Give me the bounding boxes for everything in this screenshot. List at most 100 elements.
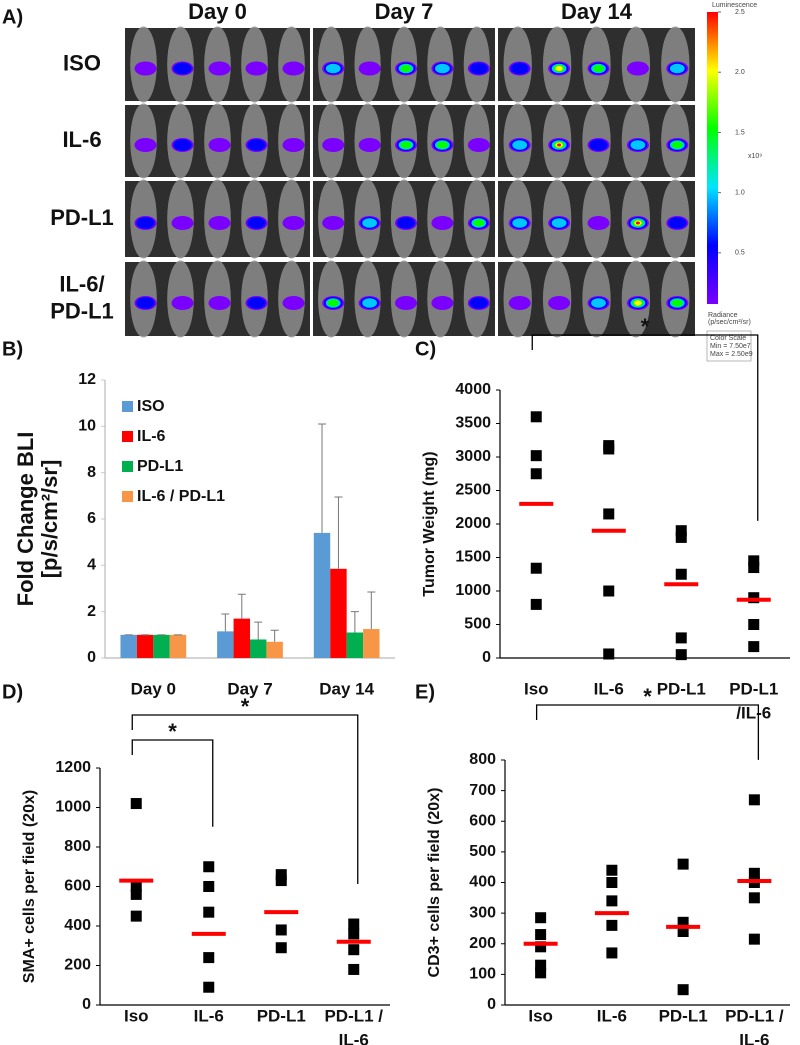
colorbar-tick-label: 1.0 <box>735 189 745 196</box>
signal <box>557 143 562 147</box>
signal <box>592 64 605 73</box>
panel-label: C) <box>415 338 436 360</box>
data-point <box>748 933 760 945</box>
significance-label: * <box>641 314 650 339</box>
y-tick-label: 8 <box>87 464 96 481</box>
bar <box>266 641 283 658</box>
data-point <box>530 598 542 610</box>
y-tick-label: 2500 <box>455 482 491 499</box>
signal <box>431 296 454 310</box>
data-point <box>675 632 687 644</box>
colorbar-tick-label: 1.5 <box>735 129 745 136</box>
x-tick-label: IL-6 <box>194 1006 224 1025</box>
data-point <box>203 906 215 918</box>
error-bar <box>318 423 327 533</box>
column-label: Day 7 <box>375 0 434 24</box>
data-point <box>606 877 618 888</box>
error-bar <box>367 591 376 630</box>
y-tick-label: 0 <box>482 649 491 666</box>
data-point <box>203 881 215 892</box>
scale-box-text: Max = 2.50e9 <box>710 351 753 358</box>
x-tick-label: PD-L1 <box>257 1006 306 1025</box>
signal <box>510 62 529 75</box>
bar <box>169 634 187 658</box>
signal <box>467 138 490 152</box>
bar <box>330 568 347 658</box>
data-point <box>748 592 760 604</box>
y-tick-label: 2000 <box>455 515 491 532</box>
data-point <box>203 861 215 873</box>
data-point <box>677 926 689 937</box>
significance-label: * <box>168 719 177 744</box>
signal <box>548 296 571 310</box>
signal <box>630 140 646 150</box>
y-tick-label: 400 <box>64 917 91 934</box>
significance-label: * <box>643 684 652 709</box>
y-tick-label: 100 <box>469 966 496 983</box>
error-bar <box>237 593 246 619</box>
data-point <box>748 867 760 879</box>
signal <box>400 141 412 149</box>
y-tick-label: 500 <box>469 843 496 860</box>
x-tick-label: Day 0 <box>131 679 176 698</box>
data-point <box>535 941 547 953</box>
colorbar-title: Luminescence <box>712 2 757 9</box>
signal <box>358 138 381 152</box>
bar <box>363 629 380 658</box>
error-bar <box>334 496 343 569</box>
y-tick-label: 1000 <box>455 582 491 599</box>
signal <box>431 216 454 230</box>
row-label: IL-6/ <box>59 271 104 296</box>
signal <box>589 139 608 151</box>
row-label: PD-L1 <box>50 205 114 230</box>
colorbar <box>707 12 718 304</box>
signal <box>634 300 642 306</box>
y-tick-label: 0 <box>87 649 96 666</box>
signal <box>171 296 194 310</box>
legend-swatch <box>122 401 133 412</box>
data-point <box>535 959 547 971</box>
signal <box>671 141 683 149</box>
signal <box>395 296 417 310</box>
signal <box>473 219 485 227</box>
bar <box>136 634 154 658</box>
signal <box>325 63 341 74</box>
y-tick-label: 10 <box>78 418 96 435</box>
data-point <box>535 912 547 924</box>
signal <box>635 221 640 225</box>
bar <box>313 532 331 658</box>
significance-bracket <box>531 334 759 521</box>
y-tick-label: 700 <box>469 782 496 799</box>
y-tick-label: 1000 <box>55 799 91 816</box>
x-tick-label: PD-L1 <box>729 679 778 698</box>
data-point <box>675 649 687 661</box>
y-axis-label: [p/s/cm²/sr] <box>37 460 62 579</box>
data-point <box>748 562 760 574</box>
x-tick-label: IL-6 <box>594 679 624 698</box>
significance-bracket <box>131 739 214 827</box>
signal <box>134 138 157 152</box>
x-tick-label: PD-L1 / <box>324 1006 383 1025</box>
signal <box>171 216 194 230</box>
signal <box>469 62 488 75</box>
signal <box>551 218 567 228</box>
signal <box>436 141 448 149</box>
legend-swatch <box>122 461 133 472</box>
scale-box-text: Color Scale <box>710 335 746 342</box>
y-tick-label: 800 <box>64 838 91 855</box>
column-label: Day 0 <box>188 0 247 24</box>
panel-label: D) <box>2 681 23 703</box>
signal <box>282 138 305 152</box>
signal <box>282 296 305 310</box>
row-label: IL-6 <box>62 127 101 152</box>
y-tick-label: 600 <box>64 878 91 895</box>
bar <box>346 632 364 658</box>
data-point <box>748 794 760 806</box>
data-point <box>130 888 142 900</box>
panel-label: A) <box>2 6 23 28</box>
y-tick-label: 1500 <box>455 549 491 566</box>
y-tick-label: 0 <box>487 996 496 1013</box>
data-point <box>606 895 618 907</box>
signal <box>668 217 687 229</box>
error-bar <box>221 613 230 632</box>
